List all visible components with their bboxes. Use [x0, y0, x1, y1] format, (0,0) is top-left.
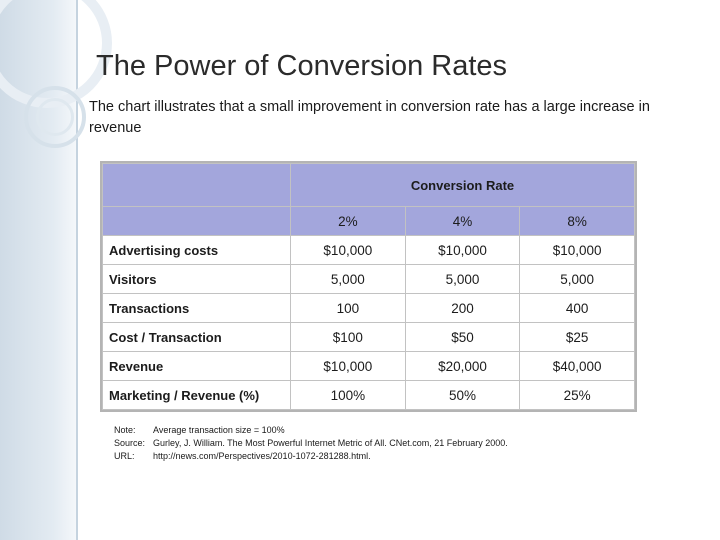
table-cell: $40,000	[519, 351, 635, 381]
table-corner-cell	[102, 206, 291, 236]
column-header: 8%	[519, 206, 635, 236]
table-row: Visitors 5,000 5,000 5,000	[102, 264, 635, 294]
table-cell: 5,000	[404, 264, 521, 294]
table-cell: 200	[404, 293, 521, 323]
note-key: Source:	[114, 438, 146, 448]
table-cell: 5,000	[519, 264, 635, 294]
column-header: 2%	[290, 206, 406, 236]
url-line: URL: http://news.com/Perspectives/2010-1…	[114, 450, 508, 463]
table-row: Marketing / Revenue (%) 100% 50% 25%	[102, 380, 635, 410]
table-cell: $25	[519, 322, 635, 352]
table-cell: 25%	[519, 380, 635, 410]
table-cell: 100%	[290, 380, 406, 410]
source-notes: Note: Average transaction size = 100% So…	[114, 424, 508, 463]
table-cell: $100	[290, 322, 406, 352]
note-line: Note: Average transaction size = 100%	[114, 424, 508, 437]
table-group-header: Conversion Rate	[290, 163, 635, 207]
decorative-circle	[36, 98, 74, 136]
row-label: Transactions	[102, 293, 291, 323]
row-label: Cost / Transaction	[102, 322, 291, 352]
decorative-circle	[24, 86, 86, 148]
note-text: Gurley, J. William. The Most Powerful In…	[153, 438, 508, 448]
table-cell: 50%	[404, 380, 521, 410]
column-header: 4%	[404, 206, 521, 236]
note-text: http://news.com/Perspectives/2010-1072-2…	[153, 451, 371, 461]
row-label: Advertising costs	[102, 235, 291, 265]
slide-title: The Power of Conversion Rates	[96, 50, 508, 82]
table-row: Revenue $10,000 $20,000 $40,000	[102, 351, 635, 381]
table-cell: $10,000	[519, 235, 635, 265]
table-cell: $10,000	[290, 351, 406, 381]
row-label: Visitors	[102, 264, 291, 294]
note-text: Average transaction size = 100%	[153, 425, 285, 435]
slide-subtitle: The chart illustrates that a small impro…	[89, 99, 650, 136]
table-row: Advertising costs $10,000 $10,000 $10,00…	[102, 235, 635, 265]
table-cell: $20,000	[404, 351, 521, 381]
note-key: URL:	[114, 451, 135, 461]
table-cell: $50	[404, 322, 521, 352]
row-label: Revenue	[102, 351, 291, 381]
table-row: Cost / Transaction $100 $50 $25	[102, 322, 635, 352]
table-column-header-row: 2% 4% 8%	[102, 206, 635, 236]
table-cell: $10,000	[290, 235, 406, 265]
table-group-header-row: Conversion Rate	[102, 163, 635, 207]
conversion-table: Conversion Rate 2% 4% 8% Advertising cos…	[100, 161, 637, 412]
table-cell: 100	[290, 293, 406, 323]
row-label: Marketing / Revenue (%)	[102, 380, 291, 410]
table-corner-cell	[102, 163, 291, 207]
table-cell: 400	[519, 293, 635, 323]
table-cell: $10,000	[404, 235, 521, 265]
table-row: Transactions 100 200 400	[102, 293, 635, 323]
note-key: Note:	[114, 425, 136, 435]
source-line: Source: Gurley, J. William. The Most Pow…	[114, 437, 508, 450]
table-cell: 5,000	[290, 264, 406, 294]
